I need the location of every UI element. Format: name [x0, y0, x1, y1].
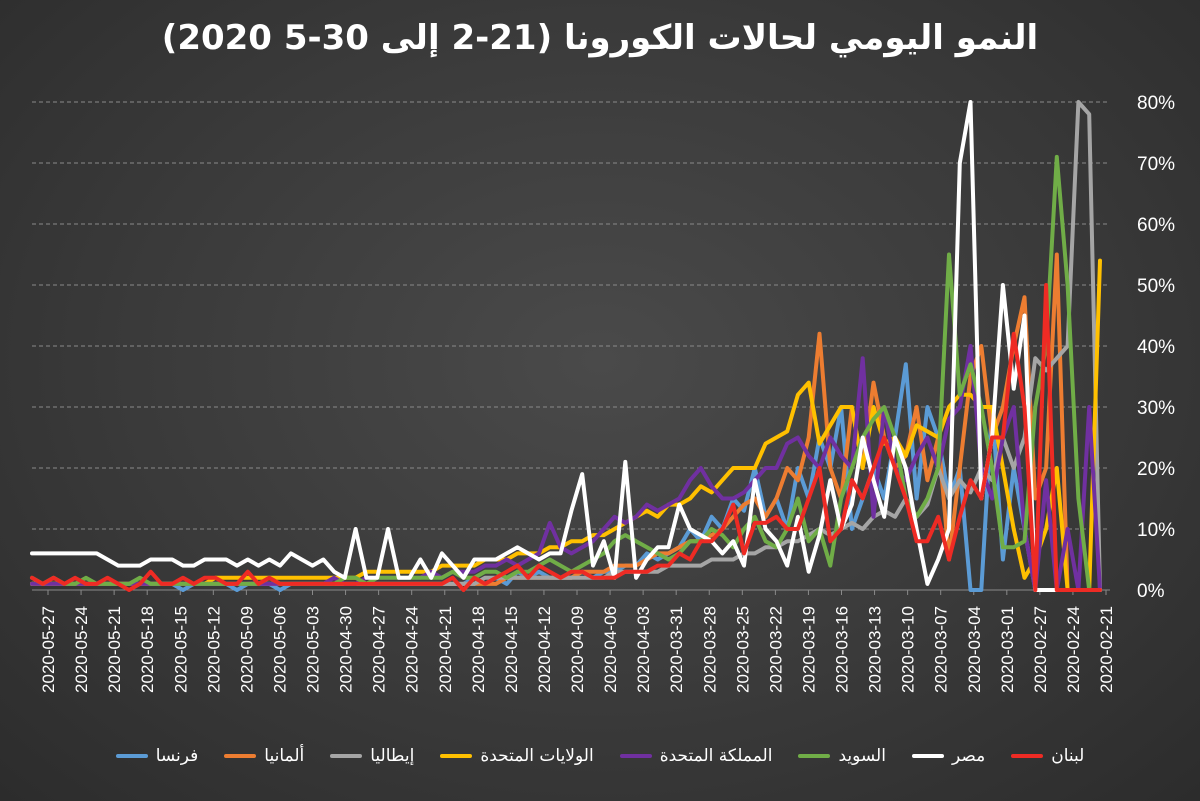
- x-tick-label: 2020-03-16: [833, 606, 852, 693]
- legend-item: فرنسا: [115, 746, 199, 766]
- legend-item: المملكة المتحدة: [619, 746, 773, 766]
- y-tick-label: 30%: [1137, 398, 1175, 419]
- legend-swatch: [330, 754, 363, 758]
- x-tick-label: 2020-05-12: [204, 606, 223, 693]
- legend-item: إيطاليا: [330, 746, 414, 766]
- x-tick-label: 2020-02-21: [1097, 606, 1116, 693]
- x-tick-label: 2020-03-13: [866, 606, 885, 693]
- x-tick-label: 2020-02-24: [1064, 606, 1083, 693]
- x-tick-label: 2020-04-27: [370, 606, 389, 693]
- x-tick-label: 2020-03-10: [899, 606, 918, 693]
- y-axis-ticks: 0% 10% 20% 30% 40% 50% 60% 70% 80%: [1137, 93, 1175, 602]
- x-tick-label: 2020-04-15: [502, 606, 521, 693]
- x-axis-ticks: 2020-05-27 2020-05-24 2020-05-21 2020-05-18…: [39, 590, 1116, 693]
- x-tick-label: 2020-03-22: [766, 606, 785, 693]
- legend-label: فرنسا: [155, 746, 199, 766]
- y-tick-label: 80%: [1137, 93, 1175, 114]
- y-tick-label: 70%: [1137, 154, 1175, 175]
- x-tick-label: 2020-03-28: [700, 606, 719, 693]
- x-tick-label: 2020-03-04: [965, 606, 984, 693]
- x-tick-label: 2020-02-27: [1031, 606, 1050, 693]
- gridlines: [32, 101, 1110, 591]
- x-tick-label: 2020-05-18: [138, 606, 157, 693]
- legend-label: لبنان: [1051, 746, 1085, 766]
- y-tick-label: 20%: [1137, 459, 1175, 480]
- legend-label: ألمانيا: [264, 746, 305, 766]
- legend-label: السويد: [838, 746, 886, 766]
- chart-title: النمو اليومي لحالات الكورونا (21-2 إلى 3…: [161, 18, 1039, 58]
- x-tick-label: 2020-05-15: [171, 606, 190, 693]
- legend-swatch: [224, 754, 257, 758]
- legend-swatch: [798, 754, 831, 758]
- x-tick-label: 2020-04-09: [568, 606, 587, 693]
- x-tick-label: 2020-04-30: [337, 606, 356, 693]
- legend-swatch: [619, 754, 652, 758]
- y-tick-label: 0%: [1137, 581, 1165, 602]
- legend-item: لبنان: [1011, 746, 1084, 766]
- series-line-7: [30, 283, 1102, 592]
- legend-label: مصر: [951, 746, 986, 766]
- legend-item: السويد: [798, 746, 886, 766]
- x-tick-label: 2020-05-27: [39, 606, 58, 693]
- legend: لبنان مصر السويد المملكة المتحدة الولايات ال…: [0, 746, 1200, 766]
- x-tick-label: 2020-04-24: [403, 606, 422, 693]
- x-tick-label: 2020-03-31: [667, 606, 686, 693]
- legend-swatch: [1011, 754, 1044, 758]
- x-tick-label: 2020-05-03: [304, 606, 323, 693]
- x-tick-label: 2020-04-18: [469, 606, 488, 693]
- x-tick-label: 2020-03-07: [932, 606, 951, 693]
- legend-label: المملكة المتحدة: [659, 746, 773, 766]
- x-tick-label: 2020-05-21: [105, 606, 124, 693]
- series-lines: [30, 100, 1102, 592]
- x-tick-label: 2020-03-19: [799, 606, 818, 693]
- y-tick-label: 10%: [1137, 520, 1175, 541]
- series-line-6: [30, 100, 1102, 592]
- y-tick-label: 50%: [1137, 276, 1175, 297]
- y-tick-label: 40%: [1137, 337, 1175, 358]
- x-tick-label: 2020-05-06: [270, 606, 289, 693]
- x-tick-label: 2020-04-06: [601, 606, 620, 693]
- y-tick-label: 60%: [1137, 215, 1175, 236]
- legend-label: إيطاليا: [370, 746, 415, 766]
- series-line-3: [30, 258, 1102, 592]
- x-tick-label: 2020-03-25: [733, 606, 752, 693]
- legend-swatch: [440, 754, 473, 758]
- x-tick-label: 2020-05-24: [72, 606, 91, 693]
- x-tick-label: 2020-05-09: [237, 606, 256, 693]
- legend-swatch: [911, 754, 944, 758]
- legend-label: الولايات المتحدة: [480, 746, 594, 766]
- series-line-5: [30, 154, 1102, 592]
- legend-item: مصر: [911, 746, 986, 766]
- x-tick-label: 2020-03-01: [998, 606, 1017, 693]
- legend-item: الولايات المتحدة: [440, 746, 594, 766]
- legend-item: ألمانيا: [224, 746, 304, 766]
- x-tick-label: 2020-04-12: [535, 606, 554, 693]
- x-tick-label: 2020-04-03: [634, 606, 653, 693]
- legend-swatch: [115, 754, 148, 758]
- x-tick-label: 2020-04-21: [436, 606, 455, 693]
